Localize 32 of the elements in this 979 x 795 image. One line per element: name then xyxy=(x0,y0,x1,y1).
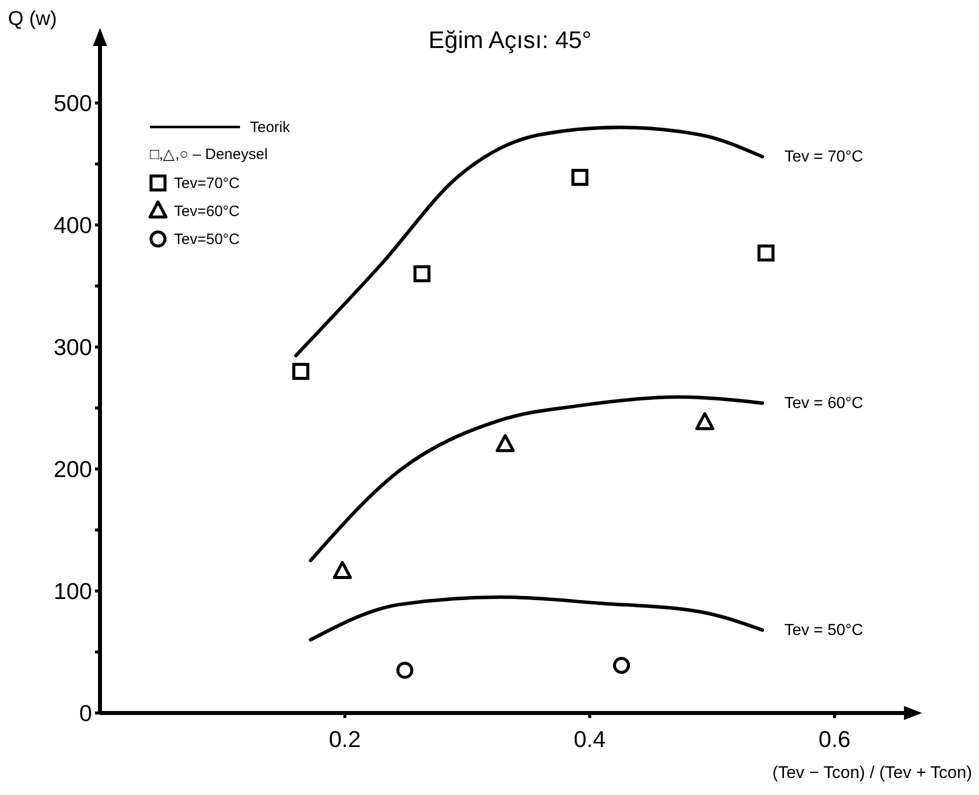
x-tick-label: 0.6 xyxy=(818,726,851,752)
x-tick-label: 0.2 xyxy=(328,726,361,752)
line-series xyxy=(308,595,764,642)
legend-label: Tev=50°C xyxy=(174,231,240,248)
y-tick-label: 0 xyxy=(79,700,92,726)
point xyxy=(695,412,714,430)
y-tick-label: 300 xyxy=(54,334,92,360)
point xyxy=(292,362,310,380)
y-tick-label: 500 xyxy=(54,90,92,116)
series-label: Tev = 70°C xyxy=(784,148,864,166)
annotation: Teorik xyxy=(250,119,291,136)
point xyxy=(613,656,630,674)
x-axis-title: (Tev − Tcon) / (Tev + Tcon) xyxy=(772,763,972,782)
series-label: Tev = 50°C xyxy=(784,622,864,640)
point xyxy=(396,662,414,679)
point xyxy=(332,560,352,579)
line-series xyxy=(294,126,764,358)
point xyxy=(757,244,774,262)
line-series xyxy=(308,395,764,562)
legend-label: Tev=60°C xyxy=(174,203,240,220)
point xyxy=(413,265,430,282)
y-tick-label: 100 xyxy=(54,578,92,604)
series-label: Tev = 60°C xyxy=(784,395,864,412)
x-tick-label: 0.4 xyxy=(574,726,606,752)
point xyxy=(496,434,515,452)
y-tick-label: 400 xyxy=(54,212,92,238)
legend-label: Tev=70°C xyxy=(174,175,240,192)
point xyxy=(571,168,588,186)
annotation: □,△,○ – Deneysel xyxy=(150,146,268,163)
chart-title: Eğim Açısı: 45° xyxy=(428,27,592,54)
y-tick-label: 200 xyxy=(54,456,92,482)
y-axis-title: Q (w) xyxy=(8,8,57,30)
